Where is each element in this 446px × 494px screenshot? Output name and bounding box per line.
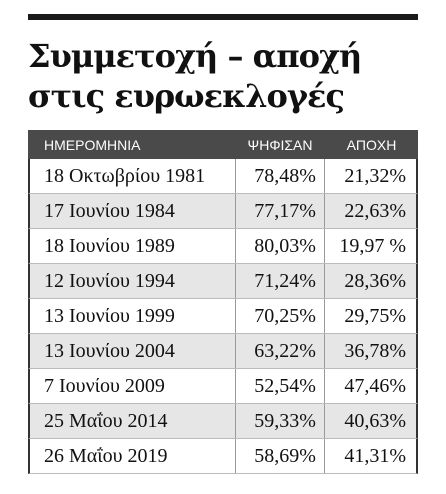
table-cell: 17 Ιουνίου 1984: [44, 199, 175, 222]
table-cell: 13 Ιουνίου 2004: [44, 339, 175, 362]
table-row: 12 Ιουνίου 1994 71,24% 28,36%: [28, 264, 418, 299]
header-row: ΗΜΕΡΟΜΗΝΙΑ ΨΗΦΙΣΑΝ ΑΠΟΧΗ: [28, 130, 418, 159]
table-cell: 26 Μαΐου 2019: [44, 444, 168, 467]
column-header: ΨΗΦΙΣΑΝ: [247, 136, 313, 153]
table-cell: 36,78%: [323, 334, 416, 368]
table-cell: 47,46%: [323, 369, 416, 403]
table-row: 25 Μαΐου 2014 59,33% 40,63%: [28, 404, 418, 439]
table: ΗΜΕΡΟΜΗΝΙΑ ΨΗΦΙΣΑΝ ΑΠΟΧΗ 18 Οκτωβρίου 1981 7…: [28, 130, 418, 474]
table-cell: 21,32%: [323, 159, 416, 193]
table-cell: 7 Ιουνίου 2009: [44, 374, 165, 397]
title: Συμμετοχή – αποχή στις ευρωεκλογές: [28, 36, 428, 116]
title-line: Συμμετοχή – αποχή: [28, 37, 362, 75]
table-row: 17 Ιουνίου 1984 77,17% 22,63%: [28, 194, 418, 229]
table-cell: 40,63%: [323, 404, 416, 438]
table-cell: 18 Οκτωβρίου 1981: [44, 164, 206, 187]
table-row: 13 Ιουνίου 2004 63,22% 36,78%: [28, 334, 418, 369]
table-cell: 63,22%: [234, 334, 324, 368]
table-row: 26 Μαΐου 2019 58,69% 41,31%: [28, 439, 418, 474]
table-cell: 41,31%: [323, 439, 416, 473]
table-cell: 25 Μαΐου 2014: [44, 409, 168, 432]
table-cell: 70,25%: [234, 299, 324, 333]
table-cell: 59,33%: [234, 404, 324, 438]
title-line: στις ευρωεκλογές: [28, 77, 345, 115]
column-header: ΑΠΟΧΗ: [346, 136, 397, 153]
table-cell: 58,69%: [234, 439, 324, 473]
table-cell: 19,97 %: [323, 229, 416, 263]
table-cell: 80,03%: [234, 229, 324, 263]
table-cell: 78,48%: [234, 159, 324, 193]
table-cell: 52,54%: [234, 369, 324, 403]
table-cell: 29,75%: [323, 299, 416, 333]
column-header: ΗΜΕΡΟΜΗΝΙΑ: [44, 136, 141, 153]
table-row: 18 Οκτωβρίου 1981 78,48% 21,32%: [28, 159, 418, 194]
table-cell: 13 Ιουνίου 1999: [44, 304, 175, 327]
table-row: 18 Ιουνίου 1989 80,03% 19,97 %: [28, 229, 418, 264]
table-cell: 71,24%: [234, 264, 324, 298]
table-cell: 22,63%: [323, 194, 416, 228]
table-cell: 28,36%: [323, 264, 416, 298]
table-cell: 12 Ιουνίου 1994: [44, 269, 175, 292]
top-rule: [28, 14, 418, 20]
table-cell: 18 Ιουνίου 1989: [44, 234, 175, 257]
table-row: 7 Ιουνίου 2009 52,54% 47,46%: [28, 369, 418, 404]
table-cell: 77,17%: [234, 194, 324, 228]
table-row: 13 Ιουνίου 1999 70,25% 29,75%: [28, 299, 418, 334]
